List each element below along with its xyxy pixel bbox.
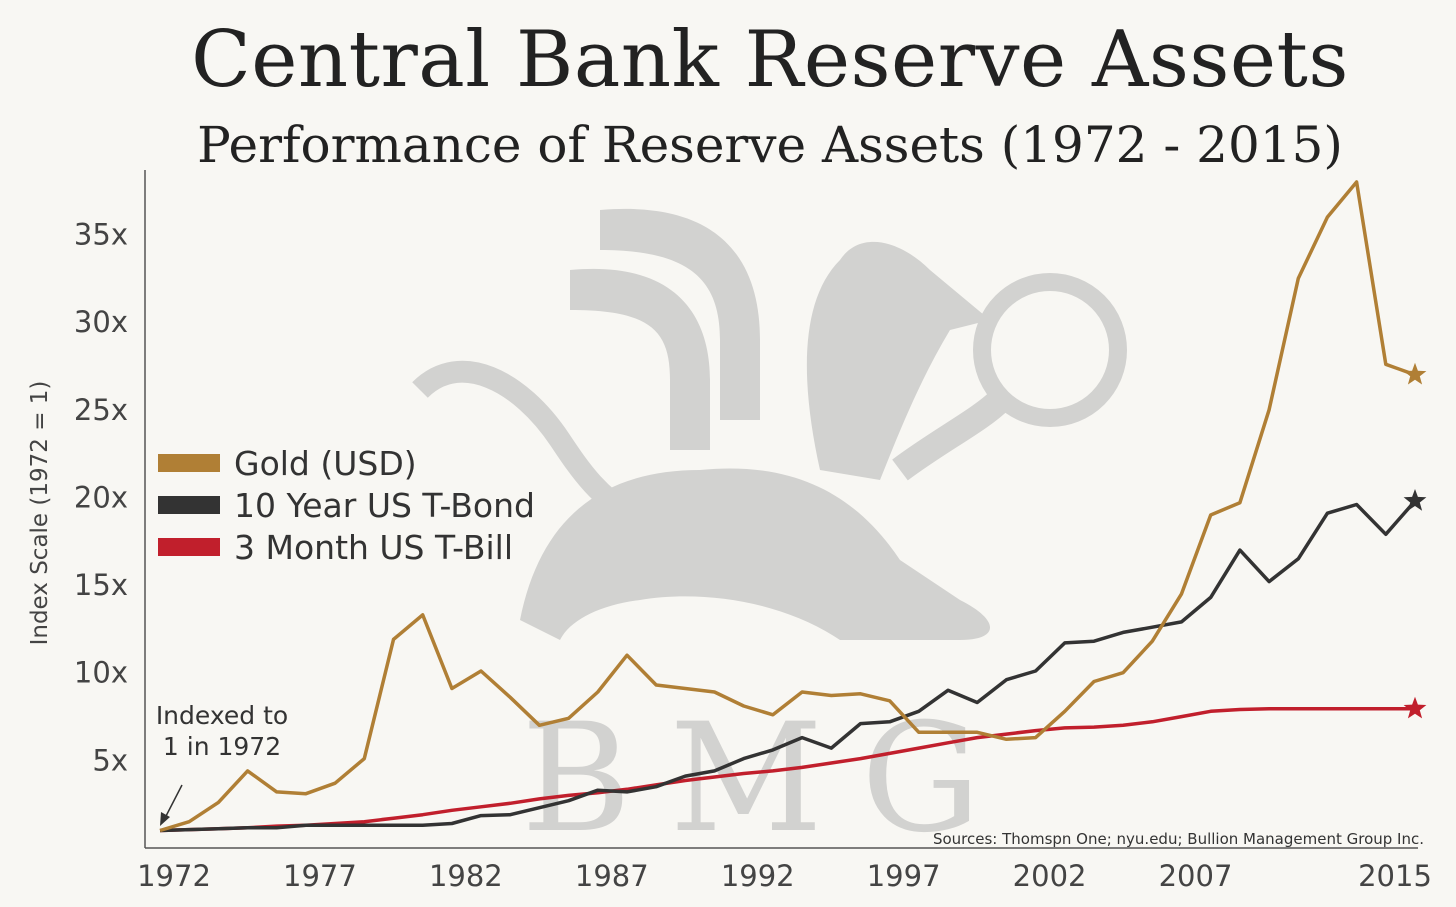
legend-item-bond: 10 Year US T-Bond	[158, 484, 535, 526]
chart-subtitle: Performance of Reserve Assets (1972 - 20…	[197, 116, 1343, 174]
legend-swatch-bond	[158, 496, 220, 514]
y-tick-label: 30x	[74, 305, 128, 339]
end-star-bill	[1403, 696, 1427, 719]
griffin-watermark	[412, 208, 1127, 640]
y-tick-label: 10x	[74, 656, 128, 690]
y-tick-label: 35x	[74, 218, 128, 252]
chart-title: Central Bank Reserve Assets	[191, 15, 1349, 105]
x-tick-label: 2007	[1159, 859, 1233, 893]
legend-item-bill: 3 Month US T-Bill	[158, 526, 535, 568]
griffin-tail	[412, 360, 646, 530]
x-tick-label: 2002	[1013, 859, 1087, 893]
series-line-bond	[159, 499, 1417, 833]
x-tick-label: 2015	[1358, 859, 1432, 893]
y-tick-label: 20x	[74, 480, 128, 514]
series-layer	[159, 180, 1427, 833]
sources-note: Sources: Thomspn One; nyu.edu; Bullion M…	[932, 830, 1424, 848]
series-line-gold	[159, 180, 1416, 833]
legend-item-gold: Gold (USD)	[158, 442, 535, 484]
x-tick-label: 1982	[429, 859, 503, 893]
y-axis-label: Index Scale (1972 = 1)	[27, 380, 53, 646]
y-tick-label: 15x	[74, 568, 128, 602]
x-tick-label: 1987	[575, 859, 649, 893]
x-tick-label: 1992	[721, 859, 795, 893]
griffin-wing-2	[570, 268, 710, 450]
legend-swatch-gold	[158, 454, 220, 472]
chart-axes: 5x 10x 15x 20x 25x 30x 35x 1972 1977 1982 1987 1992…	[74, 170, 1432, 893]
legend-label-bill: 3 Month US T-Bill	[234, 527, 514, 567]
x-tick-label: 1972	[137, 859, 211, 893]
series-line-bill	[159, 706, 1415, 833]
annotation-line-2: 1 in 1972	[162, 732, 282, 762]
annotation-line-1: Indexed to	[155, 701, 289, 730]
griffin-ring	[973, 273, 1127, 427]
griffin-arm	[892, 390, 1010, 481]
legend-label-gold: Gold (USD)	[234, 443, 417, 483]
legend-label-bond: 10 Year US T-Bond	[234, 485, 535, 525]
legend: Gold (USD) 10 Year US T-Bond 3 Month US …	[158, 442, 535, 568]
end-star-gold	[1403, 362, 1427, 385]
annotation-arrow	[164, 784, 183, 819]
annotation-arrowhead	[160, 812, 170, 826]
end-star-bond	[1403, 489, 1427, 511]
index-annotation: Indexed to 1 in 1972	[142, 700, 302, 763]
y-tick-label: 5x	[92, 743, 128, 777]
griffin-head	[806, 241, 990, 480]
griffin-wing-1	[600, 208, 760, 420]
legend-swatch-bill	[158, 538, 220, 556]
x-tick-label: 1977	[283, 859, 357, 893]
y-tick-label: 25x	[74, 393, 128, 427]
x-tick-label: 1997	[867, 859, 941, 893]
bmg-watermark-text: BMG	[521, 692, 1019, 866]
